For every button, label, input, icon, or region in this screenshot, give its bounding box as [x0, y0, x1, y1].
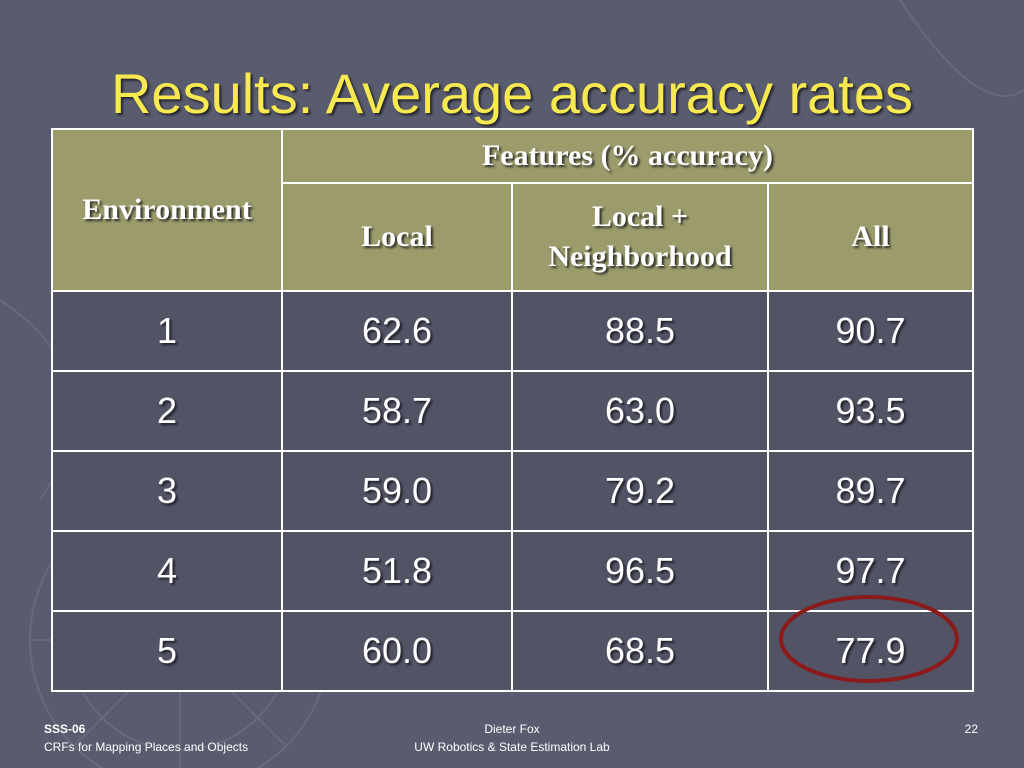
local-neighborhood-cell: 68.5	[511, 610, 769, 692]
slide-title: Results: Average accuracy rates	[110, 62, 914, 125]
local-cell: 58.7	[281, 370, 513, 452]
footer-center: Dieter Fox UW Robotics & State Estimatio…	[312, 720, 712, 756]
local-cell: 60.0	[281, 610, 513, 692]
env-cell: 2	[51, 370, 283, 452]
footer-lab: UW Robotics & State Estimation Lab	[414, 740, 610, 754]
table-row: 4 51.8 96.5 97.7	[51, 530, 974, 612]
env-cell: 4	[51, 530, 283, 612]
local-cell: 51.8	[281, 530, 513, 612]
table-row: 5 60.0 68.5 77.9	[51, 610, 974, 692]
header-local-neighborhood-line1: Local +	[591, 200, 689, 233]
local-neighborhood-cell: 96.5	[511, 530, 769, 612]
all-cell: 97.7	[767, 530, 974, 612]
footer-author: Dieter Fox	[484, 722, 540, 736]
local-cell: 59.0	[281, 450, 513, 532]
env-cell: 3	[51, 450, 283, 532]
header-local-neighborhood: Local + Neighborhood	[511, 182, 769, 292]
table-row: 3 59.0 79.2 89.7	[51, 450, 974, 532]
all-cell: 93.5	[767, 370, 974, 452]
table-row: 1 62.6 88.5 90.7	[51, 290, 974, 372]
footer-talk-title: CRFs for Mapping Places and Objects	[44, 740, 249, 754]
all-cell: 77.9	[767, 610, 974, 692]
all-cell: 89.7	[767, 450, 974, 532]
env-cell: 1	[51, 290, 283, 372]
header-local-neighborhood-line2: Neighborhood	[548, 240, 732, 273]
footer-left: SSS-06 CRFs for Mapping Places and Objec…	[44, 720, 248, 756]
accuracy-table: Environment Features (% accuracy) Local …	[51, 128, 974, 692]
header-features: Features (% accuracy)	[281, 128, 974, 184]
footer-conference: SSS-06	[44, 722, 86, 736]
local-neighborhood-cell: 63.0	[511, 370, 769, 452]
all-cell: 90.7	[767, 290, 974, 372]
table-row: 2 58.7 63.0 93.5	[51, 370, 974, 452]
local-neighborhood-cell: 79.2	[511, 450, 769, 532]
footer-page-number: 22	[964, 722, 978, 736]
local-neighborhood-cell: 88.5	[511, 290, 769, 372]
local-cell: 62.6	[281, 290, 513, 372]
header-environment: Environment	[51, 128, 283, 292]
header-all: All	[767, 182, 974, 292]
env-cell: 5	[51, 610, 283, 692]
header-local: Local	[281, 182, 513, 292]
